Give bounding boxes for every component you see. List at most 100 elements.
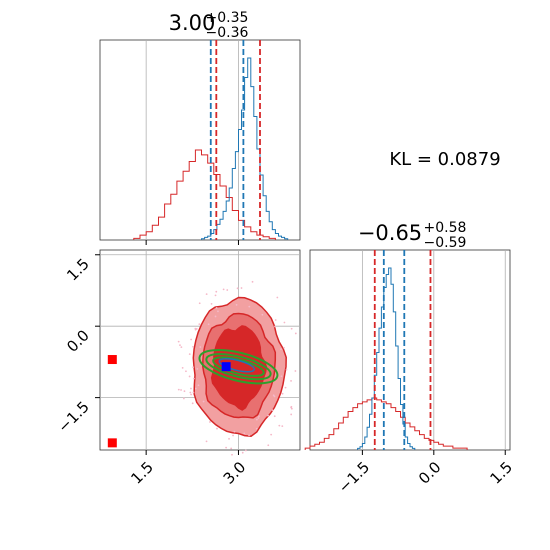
scatter-point bbox=[185, 370, 187, 373]
histograms bbox=[133, 57, 468, 450]
scatter-point bbox=[290, 413, 293, 416]
scatter-point bbox=[255, 418, 258, 421]
green-contour bbox=[205, 353, 272, 381]
scatter-point bbox=[278, 424, 281, 427]
panel-param1-histogram bbox=[99, 39, 301, 241]
green-contour bbox=[212, 356, 265, 377]
param2-title-minus: −0.59 bbox=[424, 235, 467, 251]
tick-label: 1.5 bbox=[486, 458, 516, 488]
scatter-point bbox=[214, 315, 217, 318]
blue-contour bbox=[218, 357, 256, 373]
blue-square-marker bbox=[221, 362, 231, 372]
scatter-point bbox=[258, 415, 260, 418]
joint-scatter bbox=[177, 280, 297, 456]
scatter-point bbox=[251, 280, 254, 283]
tick-label: 1.5 bbox=[127, 458, 157, 488]
scatter-point bbox=[228, 437, 230, 440]
scatter-point bbox=[280, 375, 283, 378]
scatter-point bbox=[294, 332, 297, 335]
scatter-point bbox=[182, 397, 185, 400]
scatter-point bbox=[196, 367, 199, 370]
scatter-point bbox=[243, 432, 246, 435]
scatter-point bbox=[284, 386, 287, 389]
scatter-point bbox=[236, 287, 239, 290]
scatter-point bbox=[190, 338, 193, 341]
scatter-point bbox=[192, 391, 195, 394]
scatter-point bbox=[215, 290, 218, 293]
scatter-point bbox=[207, 323, 210, 326]
param2-title-main: −0.65 bbox=[358, 221, 422, 245]
scatter-point bbox=[222, 288, 225, 291]
scatter-point bbox=[197, 384, 200, 387]
scatter-point bbox=[199, 346, 202, 348]
scatter-point bbox=[235, 303, 238, 306]
scatter-point bbox=[205, 293, 208, 296]
scatter-point bbox=[290, 407, 293, 410]
scatter-point bbox=[244, 449, 247, 452]
scatter-point bbox=[177, 340, 180, 343]
scatter-point bbox=[281, 392, 284, 395]
scatter-point bbox=[273, 415, 276, 418]
scatter-point bbox=[257, 417, 260, 419]
scatter-point bbox=[273, 395, 276, 398]
scatter-point bbox=[231, 453, 233, 456]
scatter-point bbox=[280, 348, 282, 351]
param1-title-plus: +0.35 bbox=[206, 10, 249, 26]
joint-contours bbox=[192, 296, 287, 437]
green-contour bbox=[198, 348, 279, 385]
tick-label: 3.0 bbox=[220, 458, 250, 488]
scatter-point bbox=[190, 393, 193, 396]
scatter-point bbox=[230, 447, 233, 450]
scatter-point bbox=[255, 427, 258, 430]
scatter-point bbox=[194, 387, 197, 390]
hist-param2-red bbox=[304, 397, 468, 450]
param2-title-plus: +0.58 bbox=[424, 220, 467, 236]
hist-param2-blue bbox=[357, 267, 416, 450]
tick-label: 1.5 bbox=[63, 255, 93, 285]
scatter-point bbox=[191, 402, 194, 405]
param1-title-main: 3.00 bbox=[169, 11, 216, 35]
scatter-point bbox=[241, 451, 244, 454]
scatter-point bbox=[202, 400, 205, 403]
scatter-point bbox=[283, 346, 285, 349]
red-square-marker bbox=[107, 438, 117, 448]
tick-label: −1.5 bbox=[54, 398, 92, 436]
scatter-point bbox=[177, 388, 180, 391]
scatter-point bbox=[225, 446, 227, 449]
scatter-point bbox=[276, 296, 279, 299]
scatter-point bbox=[248, 434, 250, 437]
scatter-point bbox=[274, 325, 276, 328]
quantile-lines bbox=[209, 40, 432, 450]
scatter-point bbox=[270, 433, 273, 436]
scatter-point bbox=[261, 313, 264, 316]
scatter-point bbox=[198, 302, 201, 305]
scatter-point bbox=[209, 421, 211, 423]
scatter-point bbox=[188, 375, 191, 378]
kl-annotation: KL = 0.0879 bbox=[389, 149, 500, 170]
scatter-point bbox=[198, 323, 201, 326]
panel-param2-histogram bbox=[309, 249, 511, 451]
param1-title: 3.00 bbox=[169, 11, 216, 35]
scatter-point bbox=[267, 444, 270, 447]
scatter-point bbox=[180, 346, 183, 349]
scatter-point bbox=[290, 327, 293, 330]
contour-inner bbox=[210, 325, 268, 411]
scatter-point bbox=[248, 305, 251, 308]
scatter-point bbox=[217, 310, 219, 313]
scatter-point bbox=[192, 345, 194, 348]
scatter-point bbox=[194, 327, 197, 330]
scatter-point bbox=[189, 391, 192, 394]
scatter-point bbox=[226, 289, 229, 291]
tick-label: 0.0 bbox=[415, 458, 445, 488]
hist-param1-blue bbox=[201, 57, 289, 240]
scatter-point bbox=[232, 434, 234, 437]
param2-title: −0.65 bbox=[358, 221, 422, 245]
scatter-point bbox=[180, 389, 182, 391]
tick-label: 0.0 bbox=[63, 326, 93, 356]
point-markers bbox=[107, 355, 231, 448]
hist-param1-red bbox=[133, 149, 276, 240]
tick-label: −1.5 bbox=[335, 458, 373, 496]
scatter-point bbox=[188, 353, 191, 356]
scatter-point bbox=[271, 409, 274, 412]
